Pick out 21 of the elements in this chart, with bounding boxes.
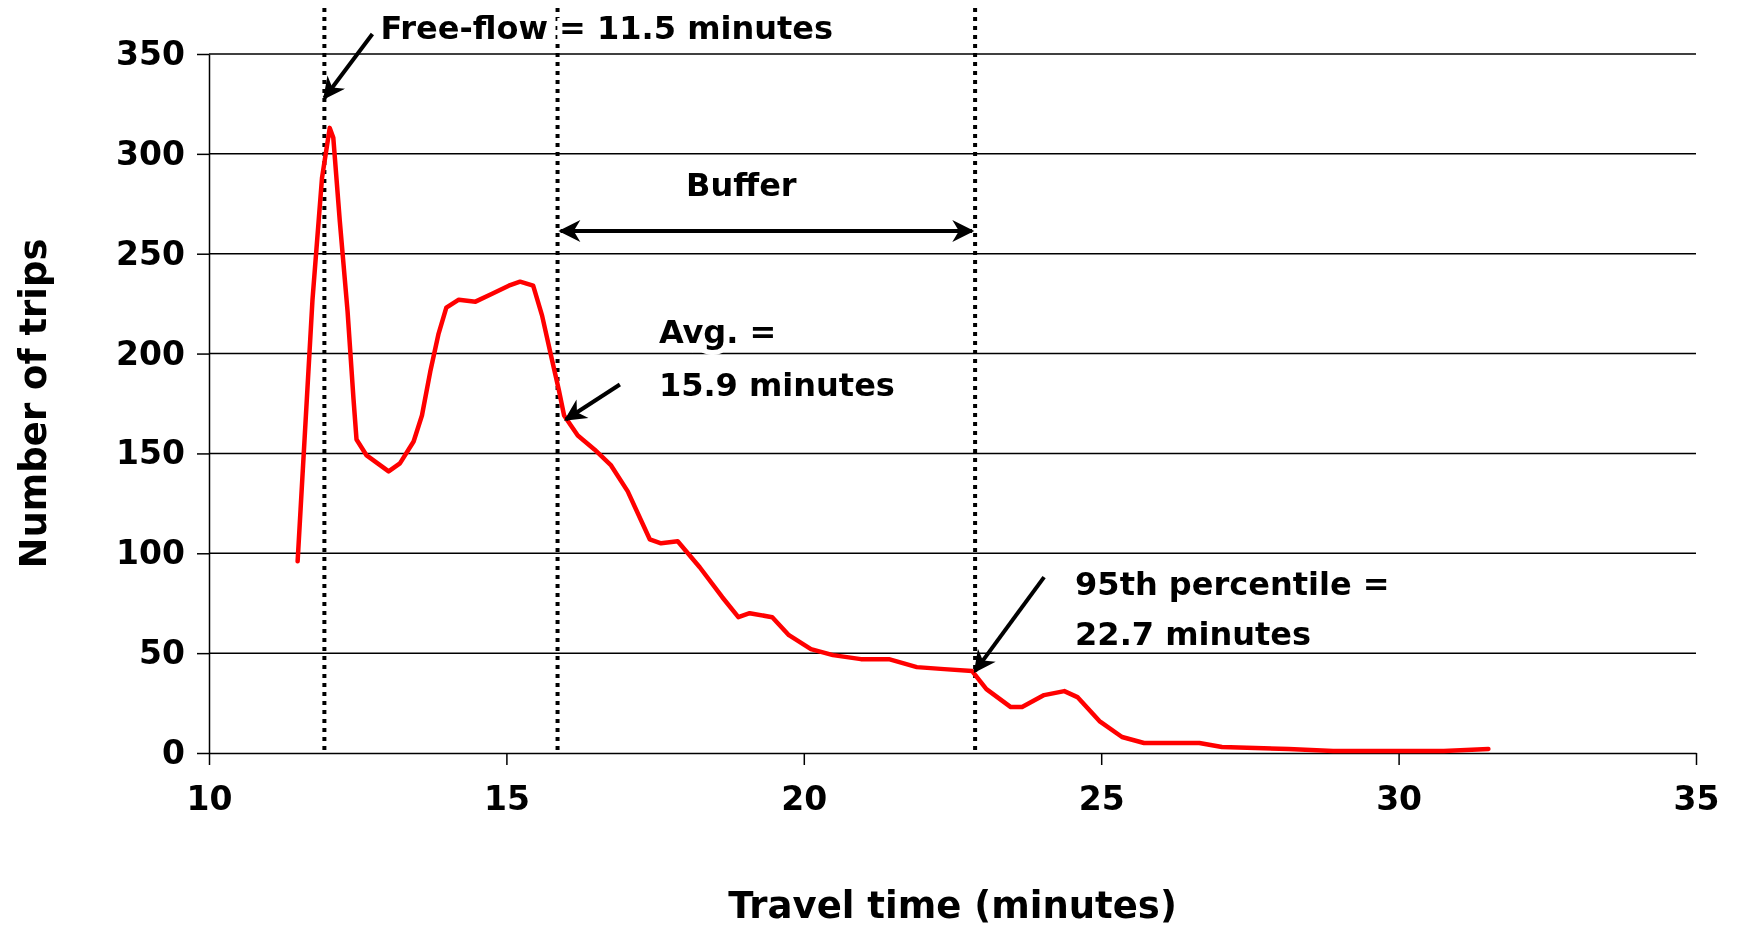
y-tick-label: 250 <box>116 233 185 273</box>
annotation: Buffer <box>686 166 797 204</box>
line-series <box>295 125 1491 754</box>
y-tick-label: 100 <box>116 533 185 573</box>
y-tick-label: 200 <box>116 333 185 373</box>
y-tick-label: 0 <box>162 733 185 773</box>
y-tick-label: 150 <box>116 433 185 473</box>
annotation: 95th percentile = 22.7 minutes <box>1075 565 1390 654</box>
annotation: Free-flow = 11.5 minutes <box>380 8 834 47</box>
x-tick-label: 25 <box>1078 779 1125 819</box>
x-tick-label: 35 <box>1673 779 1720 819</box>
y-axis-title: Number of trips <box>12 238 55 569</box>
y-tick-label: 350 <box>116 34 185 74</box>
x-axis-title: Travel time (minutes) <box>728 884 1177 927</box>
x-tick-label: 10 <box>186 779 233 819</box>
x-tick-label: 15 <box>483 779 530 819</box>
y-tick-label: 300 <box>116 133 185 173</box>
x-tick-label: 30 <box>1376 779 1423 819</box>
y-tick-label: 50 <box>139 633 185 673</box>
x-tick-label: 20 <box>781 779 828 819</box>
annotation: Avg. = 15.9 minutes <box>658 313 895 405</box>
